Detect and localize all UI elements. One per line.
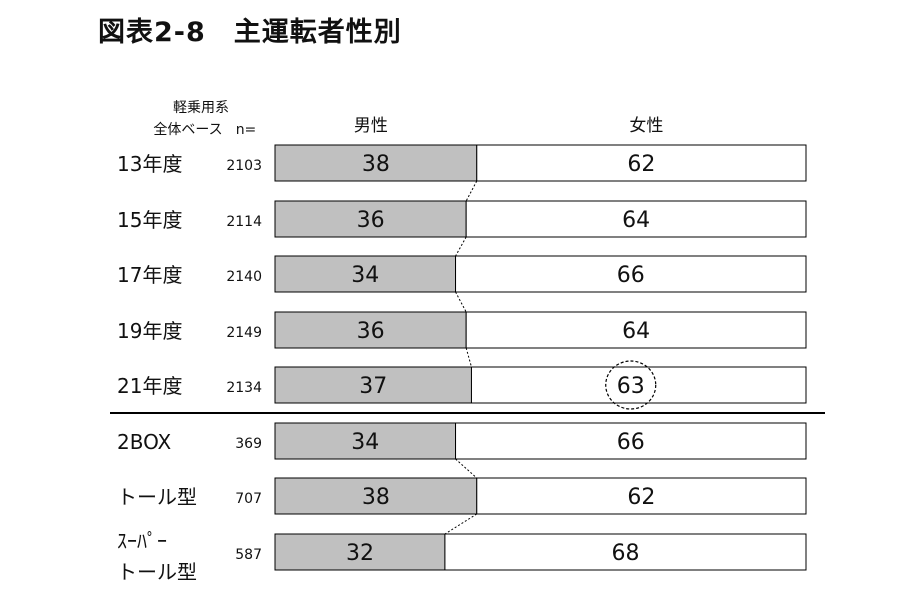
bar-female <box>465 200 807 238</box>
bar-male <box>274 255 457 293</box>
value-label-male: 34 <box>351 430 379 455</box>
bar-female <box>455 422 807 460</box>
category-label: 15年度 <box>117 208 182 232</box>
value-label-female: 66 <box>617 263 645 288</box>
value-label-male: 38 <box>362 152 390 177</box>
base-header-line1: 軽乗用系 <box>173 100 229 116</box>
bar-female <box>455 255 807 293</box>
value-label-female: 62 <box>627 152 655 177</box>
legend-male: 男性 <box>354 116 388 136</box>
sample-size-label: 2103 <box>226 158 262 174</box>
sample-size-label: 587 <box>235 547 262 563</box>
connector-line <box>455 236 467 257</box>
bar-male <box>274 144 478 182</box>
bar-male <box>274 422 457 460</box>
sample-size-label: 369 <box>235 436 262 452</box>
category-label: 21年度 <box>117 374 182 398</box>
category-label: トール型 <box>117 560 197 584</box>
value-label-male: 32 <box>346 541 374 566</box>
value-label-male: 38 <box>362 485 390 510</box>
value-label-male: 36 <box>357 319 385 344</box>
value-label-female: 62 <box>627 485 655 510</box>
sample-size-label: 2114 <box>226 214 262 230</box>
n-header: n= <box>236 122 257 138</box>
connector-line <box>444 513 478 535</box>
bar-male <box>274 200 467 238</box>
chart-title: 図表2-8 主運転者性別 <box>98 17 402 48</box>
value-label-female: 68 <box>611 541 639 566</box>
value-label-male: 36 <box>357 208 385 233</box>
connector-line <box>465 180 478 202</box>
highlight-circle <box>605 360 657 410</box>
value-label-male: 34 <box>351 263 379 288</box>
sample-size-label: 2140 <box>226 269 262 285</box>
bar-female <box>476 477 807 515</box>
bar-male <box>274 366 472 404</box>
value-label-female: 66 <box>617 430 645 455</box>
category-label: 17年度 <box>117 263 182 287</box>
connector-line <box>455 291 467 313</box>
sample-size-label: 2134 <box>226 380 262 396</box>
category-label: 13年度 <box>117 152 182 176</box>
bar-male <box>274 533 446 571</box>
base-header-line2: 全体ベース <box>153 121 222 138</box>
value-label-male: 37 <box>359 374 387 399</box>
connector-line <box>455 458 478 479</box>
bar-female <box>476 144 807 182</box>
sample-size-label: 2149 <box>226 325 262 341</box>
sample-size-label: 707 <box>235 491 262 507</box>
value-label-female: 64 <box>622 319 650 344</box>
bar-male <box>274 477 478 515</box>
bar-female <box>444 533 807 571</box>
category-label: ｽｰﾊﾟｰ <box>117 529 167 553</box>
bar-female <box>465 311 807 349</box>
connector-line <box>465 347 472 368</box>
category-label: 19年度 <box>117 319 182 343</box>
value-label-female: 63 <box>617 374 645 399</box>
category-label: 2BOX <box>117 430 172 454</box>
legend-female: 女性 <box>629 116 663 136</box>
value-label-female: 64 <box>622 208 650 233</box>
bar-female <box>470 366 807 404</box>
category-label: トール型 <box>117 485 197 509</box>
